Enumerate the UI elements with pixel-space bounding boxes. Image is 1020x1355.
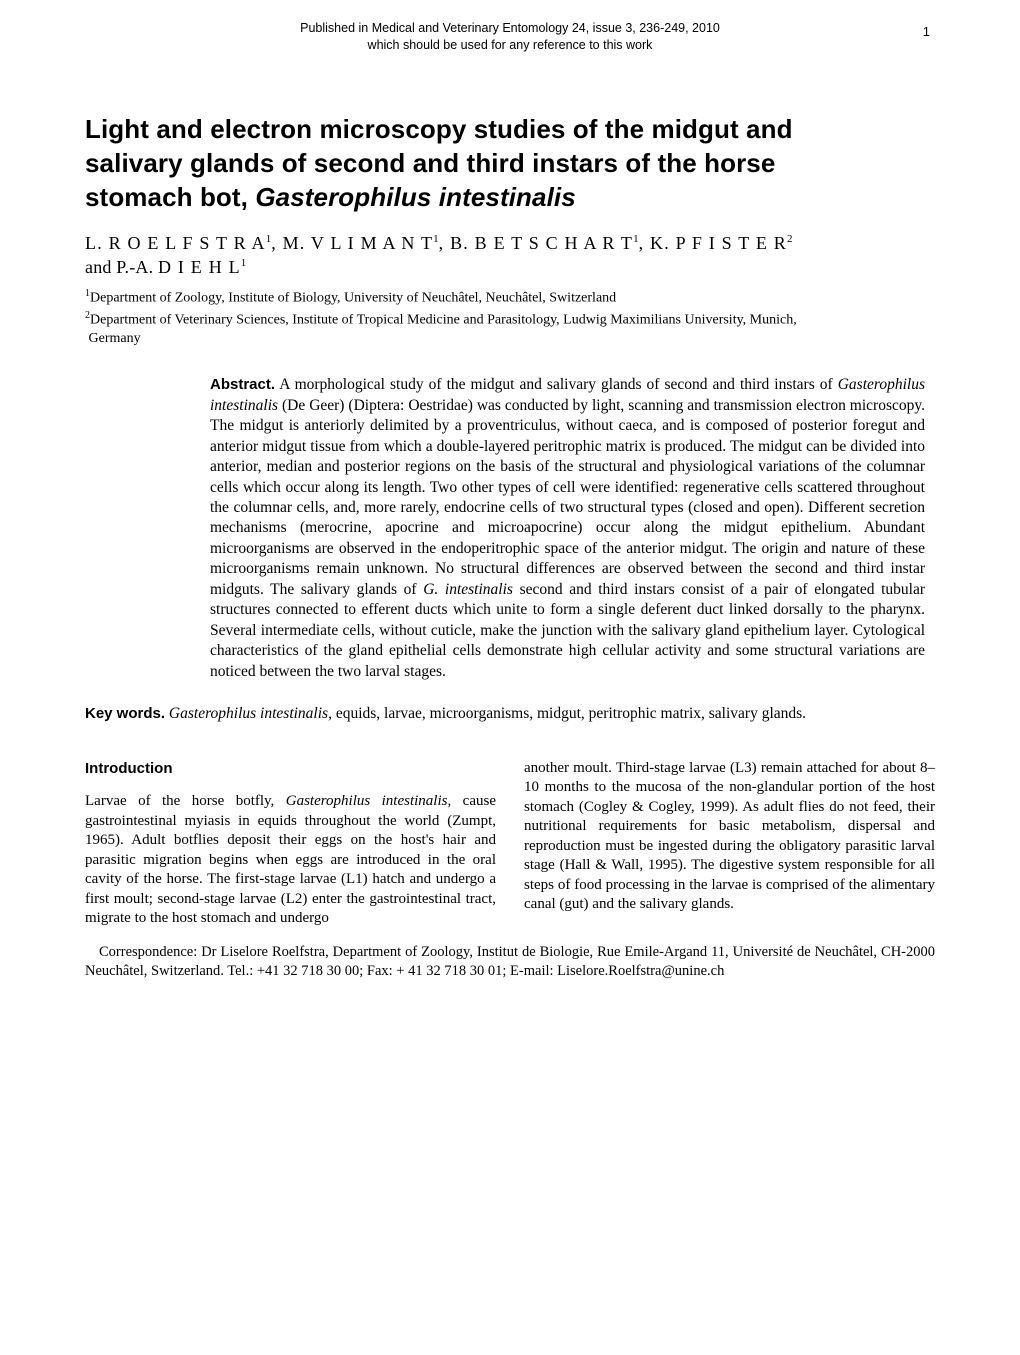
- column-right: another moult. Third-stage larvae (L3) r…: [524, 759, 935, 929]
- abstract: Abstract. A morphological study of the m…: [210, 375, 925, 682]
- abstract-species-2: G. intestinalis: [423, 581, 513, 598]
- kw-species: Gasterophilus intestinalis: [169, 705, 328, 722]
- affiliations: 1Department of Zoology, Institute of Bio…: [85, 287, 935, 349]
- keywords: Key words. Gasterophilus intestinalis, e…: [85, 704, 935, 725]
- title-line-3a: stomach bot,: [85, 182, 255, 212]
- introduction-heading: Introduction: [85, 759, 496, 779]
- column-left: Introduction Larvae of the horse botfly,…: [85, 759, 496, 929]
- author-2: , M. V L I M A N T: [271, 233, 433, 253]
- author-1: L. R O E L F S T R A: [85, 233, 266, 253]
- title-line-1: Light and electron microscopy studies of…: [85, 114, 793, 144]
- intro-right: another moult. Third-stage larvae (L3) r…: [524, 760, 935, 913]
- author-3: , B. B E T S C H A R T: [439, 233, 633, 253]
- affiliation-1: Department of Zoology, Institute of Biol…: [90, 291, 616, 306]
- intro-species: Gasterophilus intestinalis: [286, 793, 448, 809]
- kw-c: , equids, larvae, microorganisms, midgut…: [328, 705, 806, 722]
- author-and: and P.-A.: [85, 257, 158, 277]
- title-species: Gasterophilus intestinalis: [255, 182, 575, 212]
- abstract-label: Abstract.: [210, 376, 275, 393]
- body-columns: Introduction Larvae of the horse botfly,…: [85, 759, 935, 929]
- pub-header-line-1: Published in Medical and Veterinary Ento…: [300, 21, 720, 35]
- abstract-text-a: A morphological study of the midgut and …: [275, 376, 838, 393]
- author-5-sup: 1: [241, 257, 247, 269]
- pub-header-line-2: which should be used for any reference t…: [368, 38, 653, 52]
- author-4-sup: 2: [787, 233, 793, 245]
- intro-left-c: , cause gastrointestinal myiasis in equi…: [85, 793, 496, 926]
- page-number: 1: [923, 24, 930, 39]
- keywords-label: Key words.: [85, 705, 165, 722]
- article-title: Light and electron microscopy studies of…: [85, 112, 935, 215]
- affiliation-2a: Department of Veterinary Sciences, Insti…: [90, 312, 797, 327]
- author-4: , K. P F I S T E R: [639, 233, 787, 253]
- authors: L. R O E L F S T R A1, M. V L I M A N T1…: [85, 231, 935, 280]
- title-line-2: salivary glands of second and third inst…: [85, 148, 775, 178]
- affiliation-2b: Germany: [89, 331, 141, 346]
- intro-left-a: Larvae of the horse botfly,: [85, 793, 286, 809]
- abstract-text-c: (De Geer) (Diptera: Oestridae) was condu…: [210, 397, 925, 598]
- publication-header: Published in Medical and Veterinary Ento…: [85, 20, 935, 54]
- author-5: D I E H L: [158, 257, 241, 277]
- page: 1 Published in Medical and Veterinary En…: [0, 0, 1020, 1355]
- correspondence: Correspondence: Dr Liselore Roelfstra, D…: [85, 943, 935, 981]
